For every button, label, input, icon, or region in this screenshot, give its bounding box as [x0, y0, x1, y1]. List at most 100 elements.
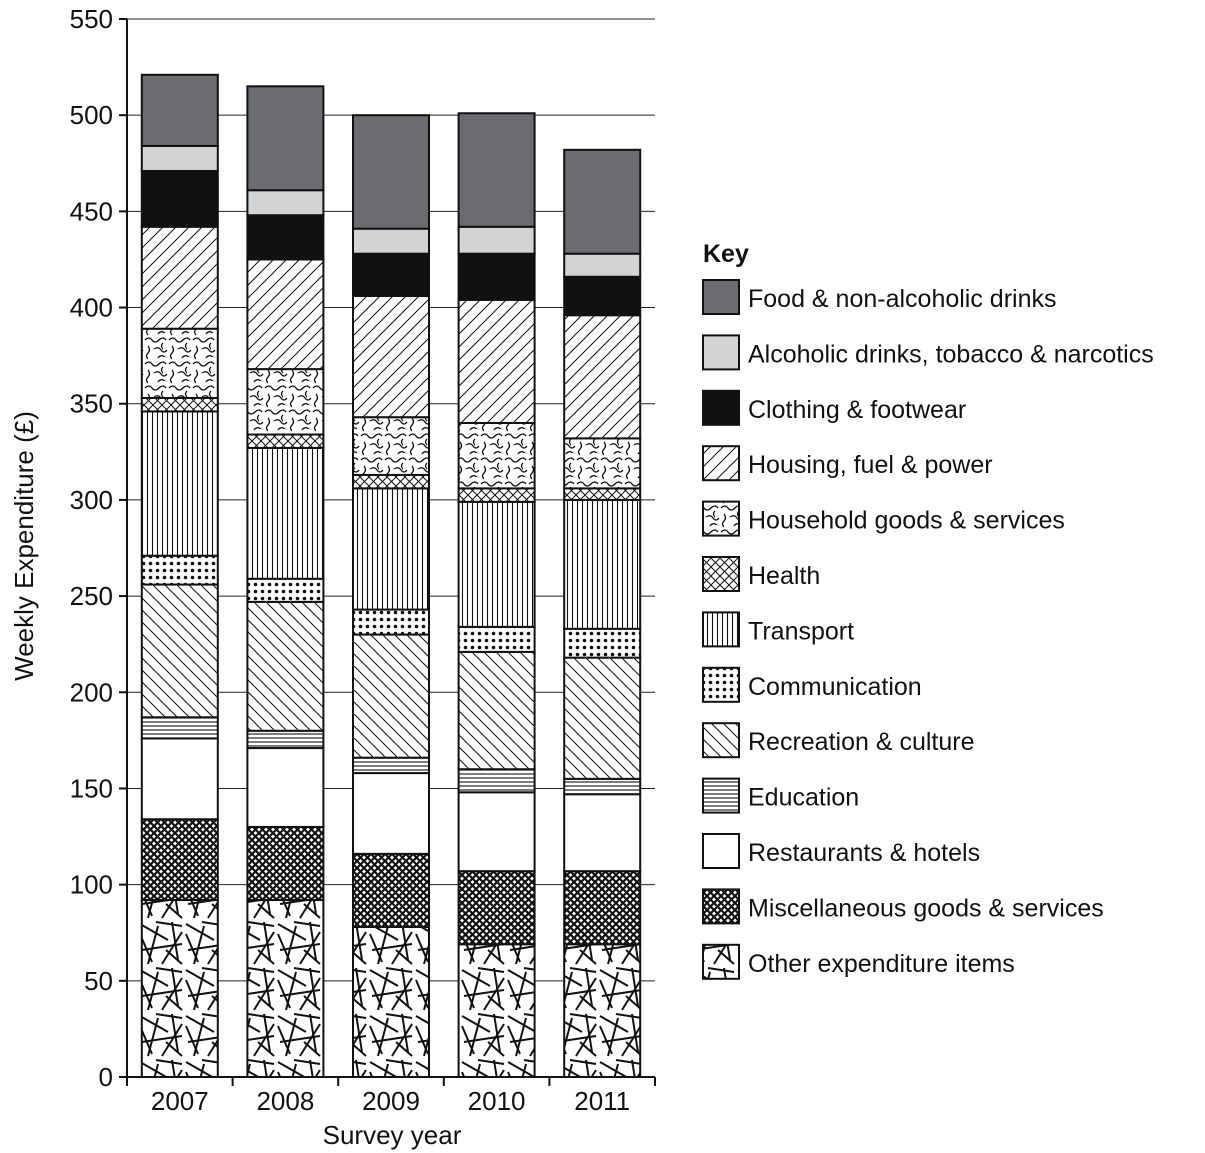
- legend-label: Education: [748, 784, 859, 812]
- legend-swatch: [702, 279, 740, 315]
- legend-swatch: [702, 666, 740, 703]
- legend: Key Food & non-alcoholic drinks Alcoholic…: [702, 240, 1154, 980]
- bars: [140, 73, 642, 1079]
- legend-label: Alcoholic drinks, tobacco & narcotics: [748, 340, 1154, 368]
- bar-segment: [140, 737, 219, 821]
- legend-label: Restaurants & hotels: [748, 839, 980, 867]
- bar-segment: [246, 600, 325, 732]
- bar-segment: [140, 818, 219, 902]
- bar-segment: [352, 608, 430, 636]
- y-tick-label: 250: [70, 581, 113, 611]
- bar-segment: [563, 252, 642, 278]
- bar-segment: [563, 627, 642, 659]
- x-tick-label: 2008: [256, 1086, 314, 1116]
- bar-segment: [563, 656, 642, 780]
- bar-segment: [246, 189, 325, 217]
- bar-segment: [352, 925, 430, 1078]
- bar-segment: [563, 148, 642, 255]
- bar-segment: [246, 899, 325, 1078]
- bar-segment: [457, 650, 536, 771]
- bar-segment: [246, 825, 325, 902]
- legend-swatch: [702, 500, 740, 537]
- bar-segment: [457, 487, 536, 503]
- legend-swatch: [702, 389, 740, 426]
- legend-label: Miscellaneous goods & services: [748, 894, 1104, 922]
- legend-label: Housing, fuel & power: [748, 451, 993, 479]
- bar-segment: [140, 144, 219, 172]
- bar-segment: [140, 327, 219, 399]
- y-tick-label: 550: [70, 4, 113, 34]
- bar-segment: [352, 852, 430, 928]
- bar-segment: [140, 899, 219, 1078]
- bar-segment: [246, 85, 325, 192]
- legend-swatch: [702, 943, 740, 980]
- legend-label: Recreation & culture: [748, 728, 975, 756]
- bar-segment: [246, 214, 325, 261]
- bar-segment: [457, 500, 536, 628]
- bar-segment: [563, 314, 642, 440]
- bar-segment: [563, 275, 642, 317]
- bar-segment: [352, 633, 430, 759]
- bar-segment: [352, 252, 430, 298]
- bar-segment: [352, 114, 430, 230]
- bar-segment: [246, 258, 325, 371]
- legend-swatch: [702, 334, 740, 371]
- bar-segment: [246, 729, 325, 750]
- y-tick-label: 0: [99, 1062, 113, 1092]
- x-tick-label: 2010: [468, 1086, 526, 1116]
- bar-segment: [352, 416, 430, 476]
- bar-segment: [246, 446, 325, 580]
- legend-swatch: [702, 888, 740, 925]
- bar-segment: [140, 716, 219, 740]
- legend-swatch: [702, 777, 740, 814]
- bar-segment: [140, 225, 219, 330]
- bar-segment: [457, 768, 536, 794]
- bar-segment: [457, 421, 536, 490]
- axes: 0 50 100 150 200 250 300 350 400 450 500 550 2007 200…: [70, 4, 656, 1116]
- bar-segment: [140, 410, 219, 557]
- bar-segment: [352, 473, 430, 490]
- bar-segment: [563, 943, 642, 1079]
- y-tick-label: 350: [70, 389, 113, 419]
- bar-segment: [457, 225, 536, 255]
- bar-segment: [140, 396, 219, 413]
- bar-segment: [246, 433, 325, 449]
- bar-segment: [563, 487, 642, 501]
- y-tick-label: 400: [70, 293, 113, 323]
- x-tick-label: 2007: [151, 1086, 209, 1116]
- y-tick-label: 150: [70, 773, 113, 803]
- bar-segment: [352, 756, 430, 775]
- y-tick-label: 500: [70, 100, 113, 130]
- y-axis-label: Weekly Expenditure (£): [9, 411, 39, 681]
- bar-segment: [246, 747, 325, 828]
- bar-segment: [140, 554, 219, 586]
- bar-segment: [140, 583, 219, 719]
- bar-segment: [246, 368, 325, 436]
- y-tick-label: 50: [84, 966, 113, 996]
- legend-swatch: [702, 611, 740, 648]
- y-tick-label: 200: [70, 677, 113, 707]
- bar-segment: [457, 298, 536, 424]
- bar-segment: [563, 498, 642, 630]
- bar-segment: [457, 625, 536, 653]
- bar-segment: [563, 777, 642, 796]
- y-tick-label: 100: [70, 870, 113, 900]
- legend-label: Health: [748, 562, 820, 590]
- legend-swatch: [702, 445, 740, 482]
- legend-label: Other expenditure items: [748, 950, 1015, 978]
- legend-label: Transport: [748, 617, 854, 645]
- legend-label: Food & non-alcoholic drinks: [748, 285, 1057, 313]
- bar-segment: [457, 252, 536, 301]
- bar-segment: [563, 870, 642, 946]
- bar-segment: [563, 793, 642, 873]
- bar-segment: [457, 870, 536, 946]
- bar-segment: [457, 943, 536, 1079]
- legend-swatch: [702, 833, 740, 869]
- x-tick-label: 2011: [574, 1086, 630, 1116]
- legend-swatch: [702, 722, 740, 759]
- x-tick-label: 2009: [362, 1086, 420, 1116]
- bar-segment: [457, 112, 536, 228]
- bar-segment: [457, 791, 536, 873]
- x-axis-label: Survey year: [323, 1120, 462, 1150]
